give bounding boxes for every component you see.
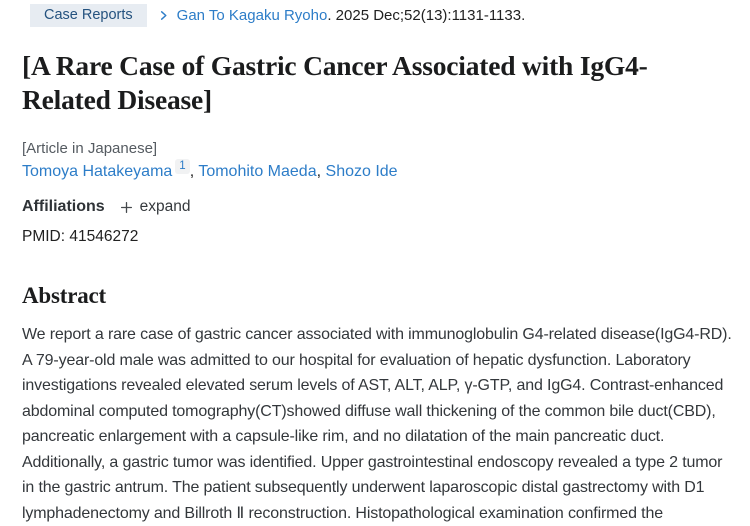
pmid-row: PMID: 41546272 (22, 228, 734, 246)
author-link[interactable]: Tomohito Maeda (198, 163, 317, 180)
abstract-text: We report a rare case of gastric cancer … (22, 326, 732, 522)
affiliations-row: Affiliations expand (22, 198, 734, 216)
author-separator: , (316, 163, 322, 180)
abstract-heading: Abstract (22, 283, 106, 308)
pmid-value: 41546272 (69, 228, 139, 245)
expand-label: expand (139, 198, 191, 215)
pmid-label: PMID: (22, 228, 66, 245)
plus-icon (120, 201, 132, 213)
citation-header: Case Reports Gan To Kagaku Ryoho. 2025 D… (30, 4, 734, 27)
publication-type-badge[interactable]: Case Reports (30, 4, 147, 27)
author-separator: , (189, 163, 195, 180)
page-title: [A Rare Case of Gastric Cancer Associate… (22, 50, 648, 115)
citation-text: . 2025 Dec;52(13):1131-1133. (327, 7, 526, 24)
author-link[interactable]: Tomoya Hatakeyama (22, 163, 173, 180)
authors-list: Tomoya Hatakeyama 1, Tomohito Maeda, Shoz… (22, 159, 734, 181)
expand-affiliations-button[interactable]: expand (120, 198, 191, 216)
journal-citation: Gan To Kagaku Ryoho. 2025 Dec;52(13):113… (158, 7, 526, 24)
journal-link[interactable]: Gan To Kagaku Ryoho (176, 7, 328, 24)
author-affiliation-sup[interactable]: 1 (175, 159, 190, 174)
affiliations-label: Affiliations (22, 198, 105, 215)
article-language-note: [Article in Japanese] (22, 140, 158, 157)
author-link[interactable]: Shozo Ide (325, 163, 398, 180)
chevron-right-icon (160, 11, 167, 20)
